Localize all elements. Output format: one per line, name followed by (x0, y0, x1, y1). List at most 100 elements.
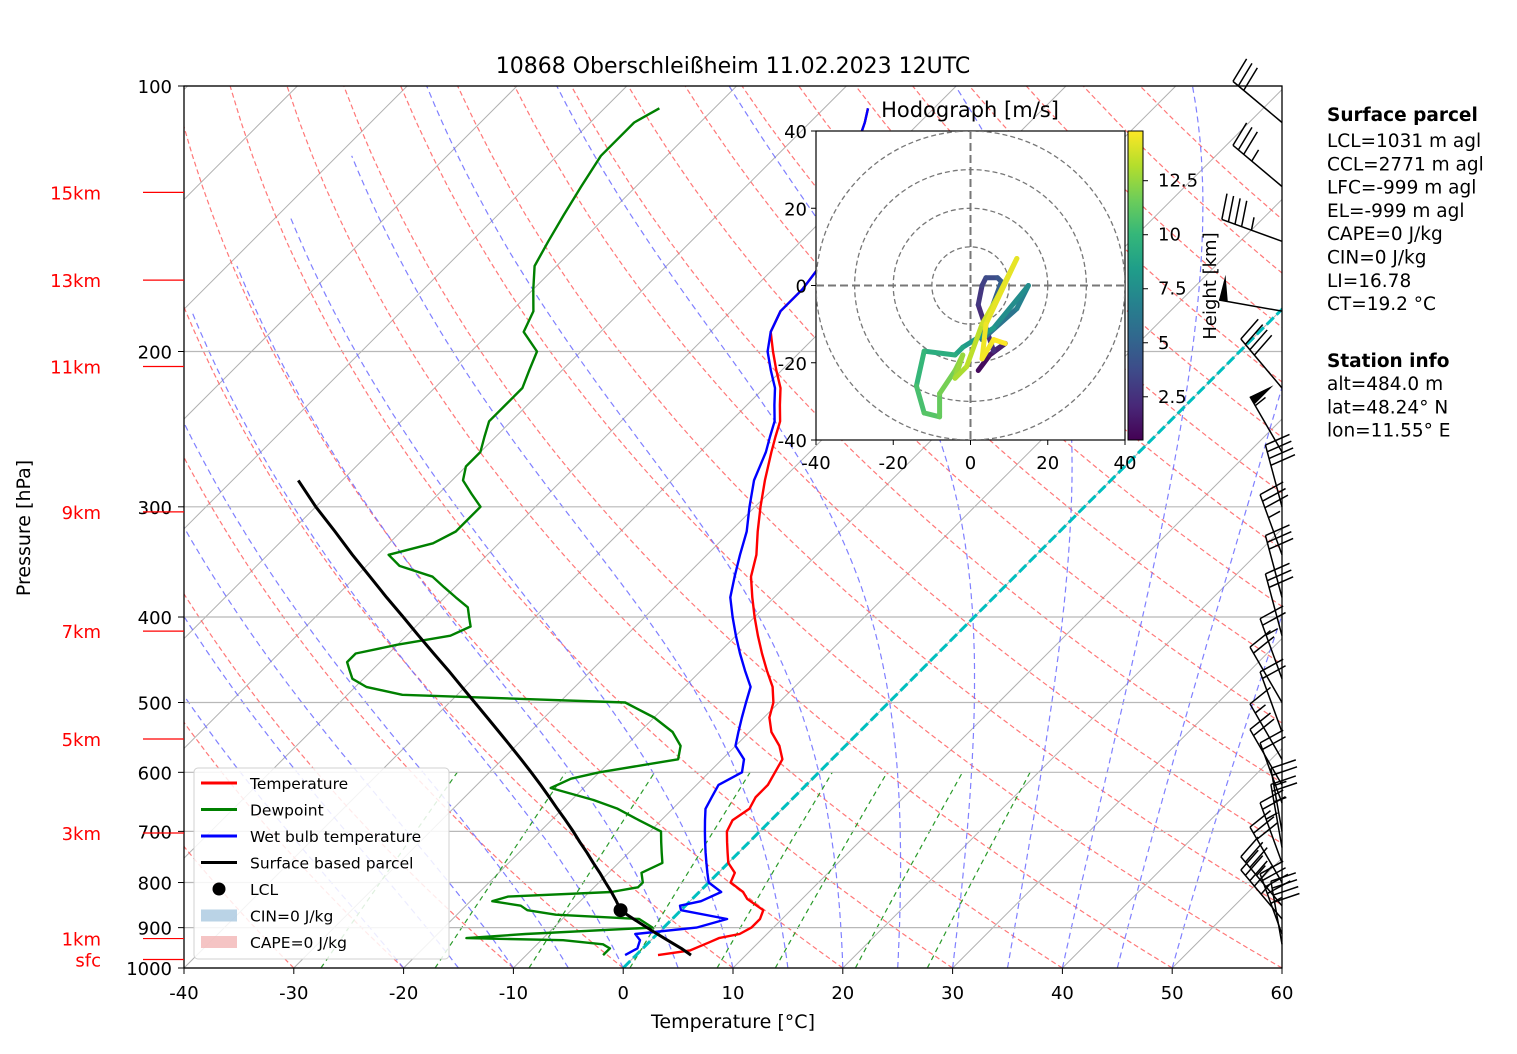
y-axis-label: Pressure [hPa] (13, 460, 35, 596)
hodo-y-label: -40 (778, 431, 807, 452)
barb-staff (1249, 396, 1283, 453)
wetbulb-line (624, 108, 870, 957)
legend-label: CIN=0 J/kg (250, 908, 333, 926)
barb-staff (1270, 784, 1283, 848)
barb-full (1232, 122, 1248, 146)
wind-barb (1249, 630, 1283, 703)
y-tick-label: 500 (138, 693, 172, 714)
barb-full (1270, 454, 1296, 466)
dry-adiabat (184, 305, 734, 968)
hodograph-segment (991, 337, 1008, 346)
barb-full (1253, 334, 1273, 356)
barb-full (1237, 62, 1253, 87)
legend-swatch-dot (212, 882, 226, 896)
surface-parcel-value: CT=19.2 °C (1327, 294, 1436, 315)
hodo-y-label: 40 (784, 122, 807, 143)
barb-full (1253, 816, 1275, 834)
wind-barb (1221, 193, 1283, 243)
barb-full (1270, 759, 1297, 770)
barb-full (1249, 810, 1271, 828)
height-label: 3km (62, 824, 101, 845)
barb-half (1260, 883, 1271, 895)
station-info-heading: Station info (1327, 351, 1449, 372)
barb-full (1256, 822, 1278, 840)
barb-full (1266, 531, 1292, 543)
barb-staff (1259, 618, 1283, 680)
dry-adiabat (513, 86, 1282, 845)
barb-full (1240, 200, 1248, 227)
isotherm-line (184, 86, 847, 750)
barb-full (1262, 487, 1286, 502)
isotherm-line (952, 637, 1282, 968)
dry-adiabat (457, 86, 1282, 906)
wind-barb (1232, 122, 1283, 188)
barb-staff (1232, 80, 1283, 124)
x-tick-label: 0 (617, 983, 628, 1004)
barb-full (1259, 729, 1284, 744)
station-info-value: lon=11.55° E (1327, 421, 1450, 442)
wind-barb (1264, 433, 1296, 508)
barb-full (1243, 67, 1258, 91)
hodo-x-label: -40 (801, 453, 830, 474)
colorbar-tick-label: 2.5 (1158, 387, 1187, 408)
isotherm-line (184, 86, 518, 420)
zero-degree-isotherm (622, 307, 1282, 968)
height-label: 9km (62, 503, 101, 524)
barb-full (1268, 537, 1294, 550)
height-label: 15km (50, 183, 101, 204)
isotherm-line (184, 86, 408, 310)
x-tick-label: -30 (279, 983, 308, 1004)
barb-full (1262, 867, 1286, 882)
barb-full (1268, 576, 1294, 589)
moist-adiabat (556, 86, 902, 968)
barb-half (1254, 396, 1266, 407)
height-label: 11km (50, 358, 101, 379)
moist-adiabat (351, 155, 789, 968)
surface-parcel-value: CAPE=0 J/kg (1327, 224, 1443, 245)
barb-staff (1264, 573, 1283, 636)
hodo-x-label: -20 (879, 453, 908, 474)
moist-adiabat (236, 265, 679, 968)
barb-full (1234, 198, 1241, 225)
barb-staff (1221, 218, 1283, 243)
chart-title: 10868 Oberschleißheim 11.02.2023 12UTC (496, 54, 971, 79)
surface-parcel-value: EL=-999 m agl (1327, 201, 1465, 222)
barb-full (1265, 562, 1290, 575)
hodograph-segment (921, 348, 958, 358)
mixing-ratio-line (774, 771, 888, 968)
isotherm-line (184, 86, 737, 640)
barb-staff (1264, 444, 1283, 508)
barb-staff (1249, 729, 1283, 786)
surface-parcel-value: LCL=1031 m agl (1327, 131, 1481, 152)
y-tick-label: 100 (138, 77, 172, 98)
moist-adiabat (426, 86, 844, 968)
barb-full (1268, 447, 1294, 460)
dry-adiabat (184, 456, 624, 968)
barb-full (1274, 892, 1300, 903)
isotherm-line (732, 418, 1282, 968)
x-tick-label: 10 (722, 983, 745, 1004)
barb-full (1259, 481, 1284, 496)
wind-barb (1249, 810, 1283, 883)
hodo-y-label: 0 (796, 277, 807, 298)
barb-staff (1249, 826, 1283, 883)
y-tick-label: 400 (138, 608, 172, 629)
hodograph-segment (975, 352, 993, 373)
barb-full (1264, 494, 1289, 509)
barb-full (1244, 841, 1264, 863)
x-tick-label: 30 (941, 983, 964, 1004)
mixing-ratio-line (528, 771, 656, 968)
barb-staff (1259, 494, 1283, 556)
mixing-ratio-line (854, 772, 964, 968)
moist-adiabat (1061, 86, 1204, 968)
barb-staff (1259, 802, 1283, 864)
barb-half (1268, 510, 1281, 519)
dry-adiabat (400, 86, 1282, 968)
x-axis-label: Temperature [°C] (650, 1011, 815, 1033)
barb-full (1244, 324, 1264, 345)
wind-barb (1259, 605, 1286, 680)
wind-barb (1240, 836, 1283, 907)
barb-half (1256, 865, 1266, 876)
barb-flag (1219, 274, 1228, 302)
